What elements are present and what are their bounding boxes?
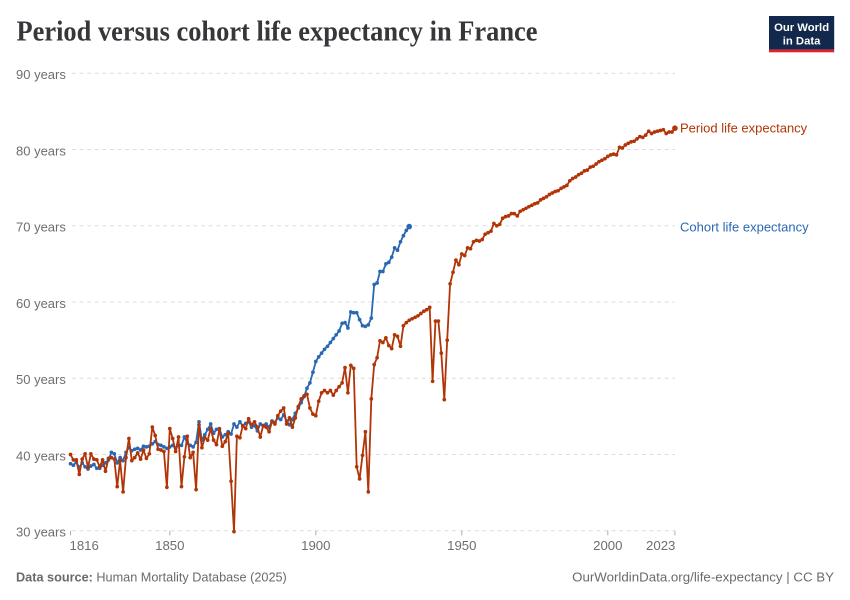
svg-text:80 years: 80 years [16, 143, 66, 158]
svg-text:1816: 1816 [70, 538, 99, 553]
svg-text:in Data: in Data [783, 35, 821, 47]
svg-text:Cohort life expectancy: Cohort life expectancy [680, 220, 809, 235]
svg-text:1900: 1900 [301, 538, 330, 553]
svg-text:40 years: 40 years [16, 448, 66, 463]
svg-text:Data source: Human Mortality D: Data source: Human Mortality Database (2… [16, 571, 287, 585]
svg-text:Our World: Our World [774, 22, 829, 34]
svg-text:1850: 1850 [155, 538, 184, 553]
svg-text:50 years: 50 years [16, 372, 66, 387]
svg-text:60 years: 60 years [16, 296, 66, 311]
svg-text:2000: 2000 [593, 538, 622, 553]
svg-text:Period life expectancy: Period life expectancy [680, 121, 808, 136]
svg-text:90 years: 90 years [16, 67, 66, 82]
svg-text:1950: 1950 [447, 538, 476, 553]
svg-text:30 years: 30 years [16, 525, 66, 540]
svg-text:OurWorldinData.org/life-expect: OurWorldinData.org/life-expectancy | CC … [572, 570, 834, 585]
svg-text:70 years: 70 years [16, 220, 66, 235]
svg-text:Period versus cohort life expe: Period versus cohort life expectancy in … [17, 16, 538, 47]
svg-text:2023: 2023 [646, 538, 675, 553]
